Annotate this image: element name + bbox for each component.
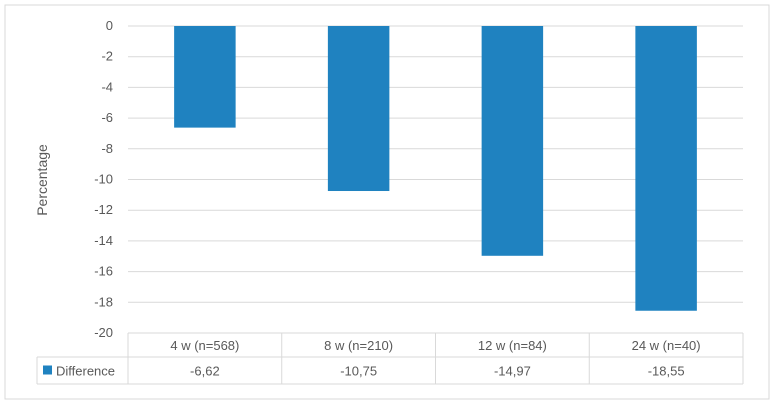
bars bbox=[174, 26, 697, 311]
y-axis-title: Percentage bbox=[34, 144, 50, 216]
bar bbox=[635, 26, 697, 311]
x-category-label: 24 w (n=40) bbox=[632, 338, 701, 353]
y-tick-label: -2 bbox=[101, 49, 113, 64]
x-category-label: 4 w (n=568) bbox=[170, 338, 239, 353]
y-tick-label: -6 bbox=[101, 110, 113, 125]
y-tick-label: -4 bbox=[101, 79, 113, 94]
y-tick-label: -14 bbox=[94, 233, 113, 248]
bar bbox=[481, 26, 544, 256]
y-tick-label: -10 bbox=[94, 172, 113, 187]
data-value-label: -6,62 bbox=[190, 364, 220, 379]
y-tick-label: -16 bbox=[94, 264, 113, 279]
data-table: 4 w (n=568) 8 w (n=210) 12 w (n=84) 24 w (n… bbox=[36, 332, 744, 385]
y-axis: 0 -2 -4 -6 -8 -10 -12 -14 -16 -18 -20 bbox=[94, 18, 113, 340]
x-category-label: 12 w (n=84) bbox=[478, 338, 547, 353]
y-tick-label: -12 bbox=[94, 202, 113, 217]
data-value-label: -14,97 bbox=[494, 364, 531, 379]
y-tick-label: -18 bbox=[94, 294, 113, 309]
data-value-label: -10,75 bbox=[340, 364, 377, 379]
legend-swatch bbox=[43, 365, 52, 375]
bar bbox=[327, 26, 390, 192]
y-tick-label: 0 bbox=[106, 18, 113, 33]
y-tick-label: -20 bbox=[94, 325, 113, 340]
legend-series-name: Difference bbox=[56, 364, 115, 379]
bar bbox=[174, 26, 236, 128]
data-value-label: -18,55 bbox=[648, 364, 685, 379]
y-tick-label: -8 bbox=[101, 141, 113, 156]
x-category-label: 8 w (n=210) bbox=[324, 338, 393, 353]
